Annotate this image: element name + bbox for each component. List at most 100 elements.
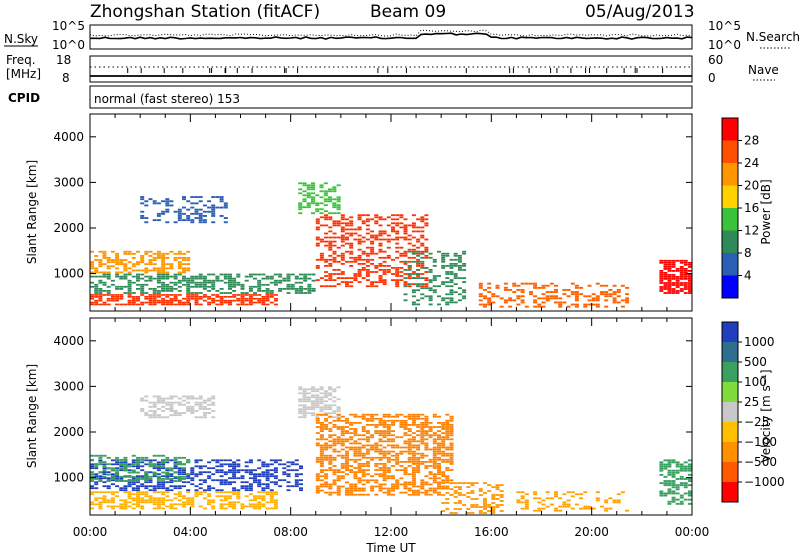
heatmap-cell [315, 473, 320, 476]
heatmap-cell [671, 475, 676, 478]
heatmap-cell [106, 491, 111, 494]
heatmap-cell [182, 259, 186, 261]
heatmap-cell [574, 293, 579, 296]
heatmap-cell [591, 303, 596, 306]
heatmap-cell [449, 419, 454, 422]
heatmap-cell [382, 283, 387, 285]
heatmap-cell [679, 494, 684, 497]
heatmap-cell [307, 290, 312, 292]
heatmap-cell [161, 475, 166, 478]
heatmap-cell [257, 285, 262, 288]
heatmap-cell [223, 507, 228, 510]
heatmap-cell [161, 483, 166, 486]
heatmap-cell [378, 417, 383, 420]
heatmap-cell [328, 196, 333, 199]
heatmap-cell [194, 473, 199, 476]
heatmap-cell [441, 254, 446, 257]
heatmap-cell [303, 288, 308, 290]
heatmap-cell [102, 463, 107, 466]
heatmap-cell [152, 263, 157, 266]
heatmap-cell [131, 507, 136, 510]
heatmap-cell [549, 297, 554, 300]
heatmap-cell [411, 483, 416, 486]
heatmap-cell [98, 279, 103, 282]
heatmap-cell [445, 452, 450, 455]
heatmap-cell [671, 276, 676, 278]
heatmap-cell [382, 256, 387, 259]
heatmap-cell [378, 452, 383, 455]
heatmap-cell [386, 452, 391, 455]
heatmap-cell [583, 507, 588, 510]
heatmap-cell [223, 497, 228, 500]
heatmap-cell [349, 489, 354, 492]
heatmap-cell [215, 479, 220, 482]
heatmap-cell [370, 281, 375, 283]
heatmap-cell [219, 495, 224, 498]
heatmap-cell [140, 497, 145, 500]
heatmap-cell [374, 413, 379, 416]
heatmap-cell [336, 386, 341, 389]
heatmap-cell [324, 224, 329, 227]
heatmap-cell [675, 498, 680, 501]
heatmap-cell [399, 226, 404, 229]
heatmap-cell [294, 288, 299, 290]
heatmap-cell [370, 489, 375, 492]
heatmap-cell [90, 463, 94, 466]
heatmap-cell [194, 277, 199, 280]
heatmap-cell [495, 284, 500, 287]
heatmap-cell [382, 426, 387, 428]
heatmap-cell [378, 275, 383, 277]
heatmap-cell [269, 481, 274, 484]
heatmap-cell [445, 430, 450, 432]
heatmap-cell [311, 394, 316, 397]
heatmap-cell [299, 483, 303, 486]
heatmap-cell [106, 285, 111, 288]
heatmap-cell [123, 499, 128, 502]
heatmap-cell [416, 289, 421, 292]
heatmap-cell [207, 403, 212, 406]
heatmap-cell [378, 248, 383, 251]
heatmap-cell [248, 487, 253, 490]
heatmap-cell [407, 487, 412, 490]
heatmap-cell [219, 200, 224, 203]
heatmap-cell [177, 271, 182, 274]
heatmap-cell [98, 501, 103, 504]
heatmap-cell [98, 480, 103, 482]
heatmap-cell [420, 260, 425, 263]
heatmap-cell [328, 226, 333, 229]
heatmap-cell [156, 473, 161, 476]
heatmap-cell [161, 503, 166, 506]
heatmap-cell [600, 293, 604, 296]
heatmap-cell [202, 491, 207, 494]
heatmap-cell [127, 285, 132, 288]
heatmap-cell [432, 413, 437, 416]
heatmap-cell [399, 271, 404, 273]
heatmap-cell [386, 265, 391, 267]
heatmap-cell [395, 232, 400, 235]
heatmap-cell [353, 446, 358, 449]
heatmap-cell [336, 454, 341, 457]
heatmap-cell [386, 413, 391, 416]
heatmap-cell [98, 265, 103, 268]
heatmap-cell [441, 446, 446, 449]
heatmap-cell [432, 446, 437, 449]
heatmap-cell [495, 486, 500, 488]
heatmap-cell [349, 471, 354, 473]
heatmap-cell [391, 424, 395, 426]
heatmap-cell [453, 508, 458, 510]
heatmap-cell [123, 275, 128, 278]
heatmap-cell [98, 497, 103, 500]
heatmap-cell [457, 494, 462, 496]
heatmap-cell [663, 463, 668, 466]
heatmap-cell [545, 297, 550, 300]
heatmap-cell [395, 469, 400, 471]
heatmap-cell [148, 303, 153, 306]
heatmap-cell [119, 469, 124, 472]
heatmap-cell [144, 456, 149, 459]
heatmap-cell [428, 279, 433, 281]
heatmap-cell [306, 204, 311, 207]
heatmap-cell [349, 438, 354, 441]
heatmap-cell [119, 475, 124, 478]
heatmap-cell [177, 463, 182, 466]
heatmap-cell [165, 202, 170, 205]
